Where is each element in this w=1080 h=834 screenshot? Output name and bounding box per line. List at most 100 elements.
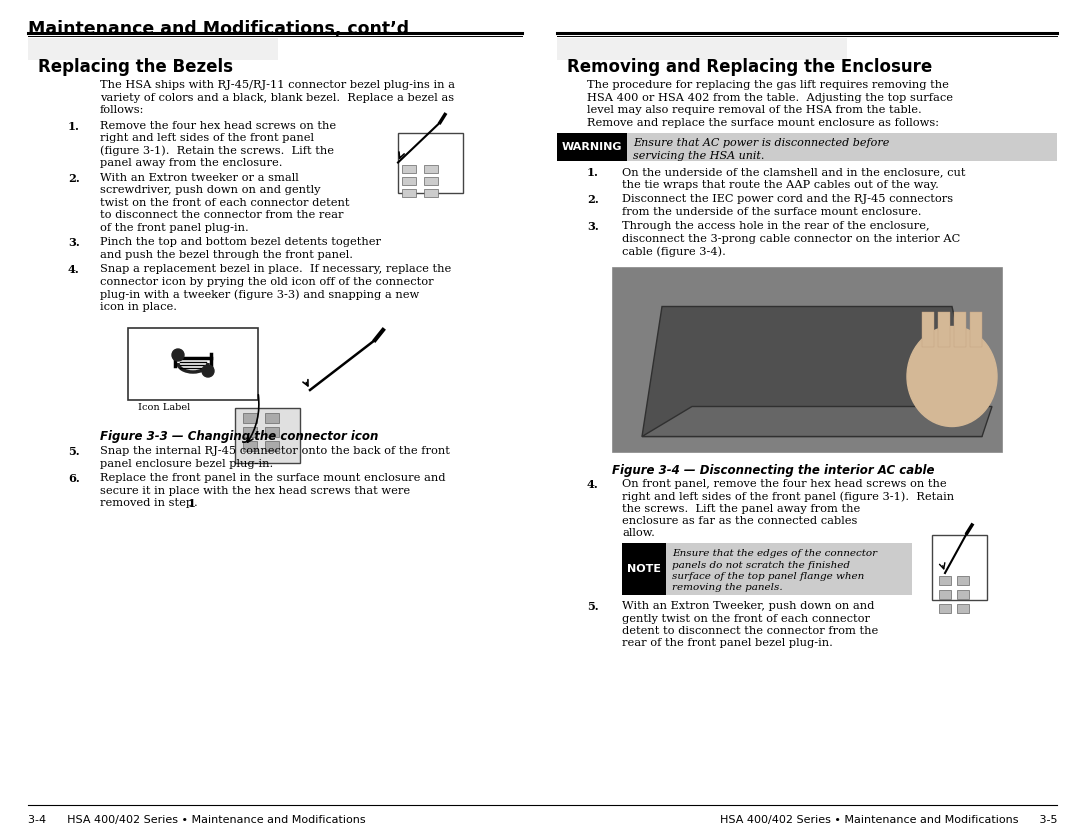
Bar	[557, 38, 847, 60]
Bar	[622, 543, 666, 595]
Text: Ensure that the edges of the connector: Ensure that the edges of the connector	[672, 549, 877, 558]
Text: rear of the front panel bezel plug-in.: rear of the front panel bezel plug-in.	[622, 639, 833, 649]
Text: 4.: 4.	[68, 264, 80, 275]
Text: Replace the front panel in the surface mount enclosure and: Replace the front panel in the surface m…	[100, 473, 446, 483]
Text: 1.: 1.	[68, 120, 80, 132]
Text: allow.: allow.	[622, 529, 654, 539]
Text: The HSA ships with RJ-45/RJ-11 connector bezel plug-ins in a: The HSA ships with RJ-45/RJ-11 connector…	[100, 80, 455, 90]
Bar	[402, 177, 416, 184]
Bar	[235, 408, 300, 463]
Text: 2.: 2.	[68, 173, 80, 183]
Text: right and left sides of the front panel: right and left sides of the front panel	[100, 133, 314, 143]
Text: Ensure that AC power is disconnected before: Ensure that AC power is disconnected bef…	[633, 138, 889, 148]
Text: 6.: 6.	[68, 473, 80, 484]
Text: Maintenance and Modifications, cont’d: Maintenance and Modifications, cont’d	[28, 20, 409, 38]
Text: removing the panels.: removing the panels.	[672, 584, 783, 592]
Text: the tie wraps that route the AAP cables out of the way.: the tie wraps that route the AAP cables …	[622, 179, 939, 189]
Text: HSA 400/402 Series • Maintenance and Modifications      3-5: HSA 400/402 Series • Maintenance and Mod…	[719, 815, 1057, 825]
Bar	[424, 188, 438, 197]
Ellipse shape	[907, 326, 997, 426]
Bar	[939, 604, 951, 613]
Text: level may also require removal of the HSA from the table.: level may also require removal of the HS…	[588, 105, 921, 115]
Text: 3.: 3.	[588, 221, 598, 232]
Text: to disconnect the connector from the rear: to disconnect the connector from the rea…	[100, 210, 343, 220]
Text: connector icon by prying the old icon off of the connector: connector icon by prying the old icon of…	[100, 277, 434, 287]
Bar	[265, 441, 279, 451]
Text: disconnect the 3-prong cable connector on the interior AC: disconnect the 3-prong cable connector o…	[622, 234, 960, 244]
Text: .: .	[194, 498, 198, 508]
Text: Removing and Replacing the Enclosure: Removing and Replacing the Enclosure	[567, 58, 932, 76]
Text: follows:: follows:	[100, 105, 145, 115]
Text: On the underside of the clamshell and in the enclosure, cut: On the underside of the clamshell and in…	[622, 167, 966, 177]
Bar	[402, 164, 416, 173]
Bar	[243, 441, 257, 451]
Text: gently twist on the front of each connector: gently twist on the front of each connec…	[622, 614, 870, 624]
Bar	[612, 267, 1002, 451]
Text: On front panel, remove the four hex head screws on the: On front panel, remove the four hex head…	[622, 479, 947, 489]
Text: NOTE: NOTE	[627, 564, 661, 574]
Text: 4.: 4.	[588, 479, 598, 490]
Text: Icon Label: Icon Label	[138, 403, 190, 412]
Text: right and left sides of the front panel (figure 3-1).  Retain: right and left sides of the front panel …	[622, 491, 954, 501]
Polygon shape	[642, 307, 982, 436]
Text: Disconnect the IEC power cord and the RJ-45 connectors: Disconnect the IEC power cord and the RJ…	[622, 194, 954, 204]
Text: Through the access hole in the rear of the enclosure,: Through the access hole in the rear of t…	[622, 221, 930, 231]
Text: 3.: 3.	[68, 237, 80, 248]
Text: Snap the internal RJ-45 connector onto the back of the front: Snap the internal RJ-45 connector onto t…	[100, 446, 450, 456]
Text: 2.: 2.	[588, 194, 598, 205]
Text: Replacing the Bezels: Replacing the Bezels	[38, 58, 233, 76]
Text: 5.: 5.	[68, 446, 80, 457]
Circle shape	[202, 365, 214, 377]
Text: WARNING: WARNING	[562, 142, 622, 152]
Bar	[129, 328, 258, 400]
Text: secure it in place with the hex head screws that were: secure it in place with the hex head scr…	[100, 485, 410, 495]
Text: enclosure as far as the connected cables: enclosure as far as the connected cables	[622, 516, 858, 526]
Text: Remove and replace the surface mount enclosure as follows:: Remove and replace the surface mount enc…	[588, 118, 939, 128]
Bar	[402, 188, 416, 197]
Bar	[424, 177, 438, 184]
Bar	[557, 133, 627, 161]
Bar	[957, 604, 969, 613]
Bar	[957, 576, 969, 585]
Text: and push the bezel through the front panel.: and push the bezel through the front pan…	[100, 249, 353, 259]
Bar	[922, 312, 934, 346]
Bar	[622, 543, 912, 595]
Text: of the front panel plug-in.: of the front panel plug-in.	[100, 223, 248, 233]
Bar	[932, 535, 987, 600]
Text: the screws.  Lift the panel away from the: the screws. Lift the panel away from the	[622, 504, 861, 514]
Text: With an Extron Tweeker, push down on and: With an Extron Tweeker, push down on and	[622, 601, 875, 611]
Bar	[424, 164, 438, 173]
Text: detent to disconnect the connector from the: detent to disconnect the connector from …	[622, 626, 878, 636]
Text: panels do not scratch the finished: panels do not scratch the finished	[672, 560, 850, 570]
Text: Remove the four hex head screws on the: Remove the four hex head screws on the	[100, 120, 336, 130]
Bar	[939, 590, 951, 599]
Text: Figure 3-4 — Disconnecting the interior AC cable: Figure 3-4 — Disconnecting the interior …	[612, 464, 934, 476]
Text: HSA 400 or HSA 402 from the table.  Adjusting the top surface: HSA 400 or HSA 402 from the table. Adjus…	[588, 93, 953, 103]
Text: twist on the front of each connector detent: twist on the front of each connector det…	[100, 198, 350, 208]
Text: from the underside of the surface mount enclosure.: from the underside of the surface mount …	[622, 207, 921, 217]
Text: icon in place.: icon in place.	[100, 302, 177, 312]
Text: The procedure for replacing the gas lift requires removing the: The procedure for replacing the gas lift…	[588, 80, 949, 90]
Text: 1.: 1.	[588, 167, 599, 178]
Text: (figure 3-1).  Retain the screws.  Lift the: (figure 3-1). Retain the screws. Lift th…	[100, 145, 334, 156]
Text: removed in step: removed in step	[100, 498, 197, 508]
Text: Pinch the top and bottom bezel detents together: Pinch the top and bottom bezel detents t…	[100, 237, 381, 247]
Text: plug-in with a tweeker (figure 3-3) and snapping a new: plug-in with a tweeker (figure 3-3) and …	[100, 289, 419, 299]
Text: screwdriver, push down on and gently: screwdriver, push down on and gently	[100, 185, 321, 195]
Bar	[957, 590, 969, 599]
Bar	[557, 133, 1057, 161]
Text: surface of the top panel flange when: surface of the top panel flange when	[672, 572, 864, 581]
Text: Snap a replacement bezel in place.  If necessary, replace the: Snap a replacement bezel in place. If ne…	[100, 264, 451, 274]
Bar	[970, 312, 982, 346]
Bar	[265, 427, 279, 437]
Text: panel enclosure bezel plug-in.: panel enclosure bezel plug-in.	[100, 459, 273, 469]
Bar	[243, 413, 257, 423]
Text: 5.: 5.	[588, 601, 598, 612]
Text: With an Extron tweeker or a small: With an Extron tweeker or a small	[100, 173, 299, 183]
Bar	[265, 413, 279, 423]
Bar	[939, 576, 951, 585]
Text: Figure 3-3 — Changing the connector icon: Figure 3-3 — Changing the connector icon	[100, 430, 378, 443]
Text: cable (figure 3-4).: cable (figure 3-4).	[622, 246, 726, 257]
Text: panel away from the enclosure.: panel away from the enclosure.	[100, 158, 283, 168]
Bar	[939, 312, 950, 346]
